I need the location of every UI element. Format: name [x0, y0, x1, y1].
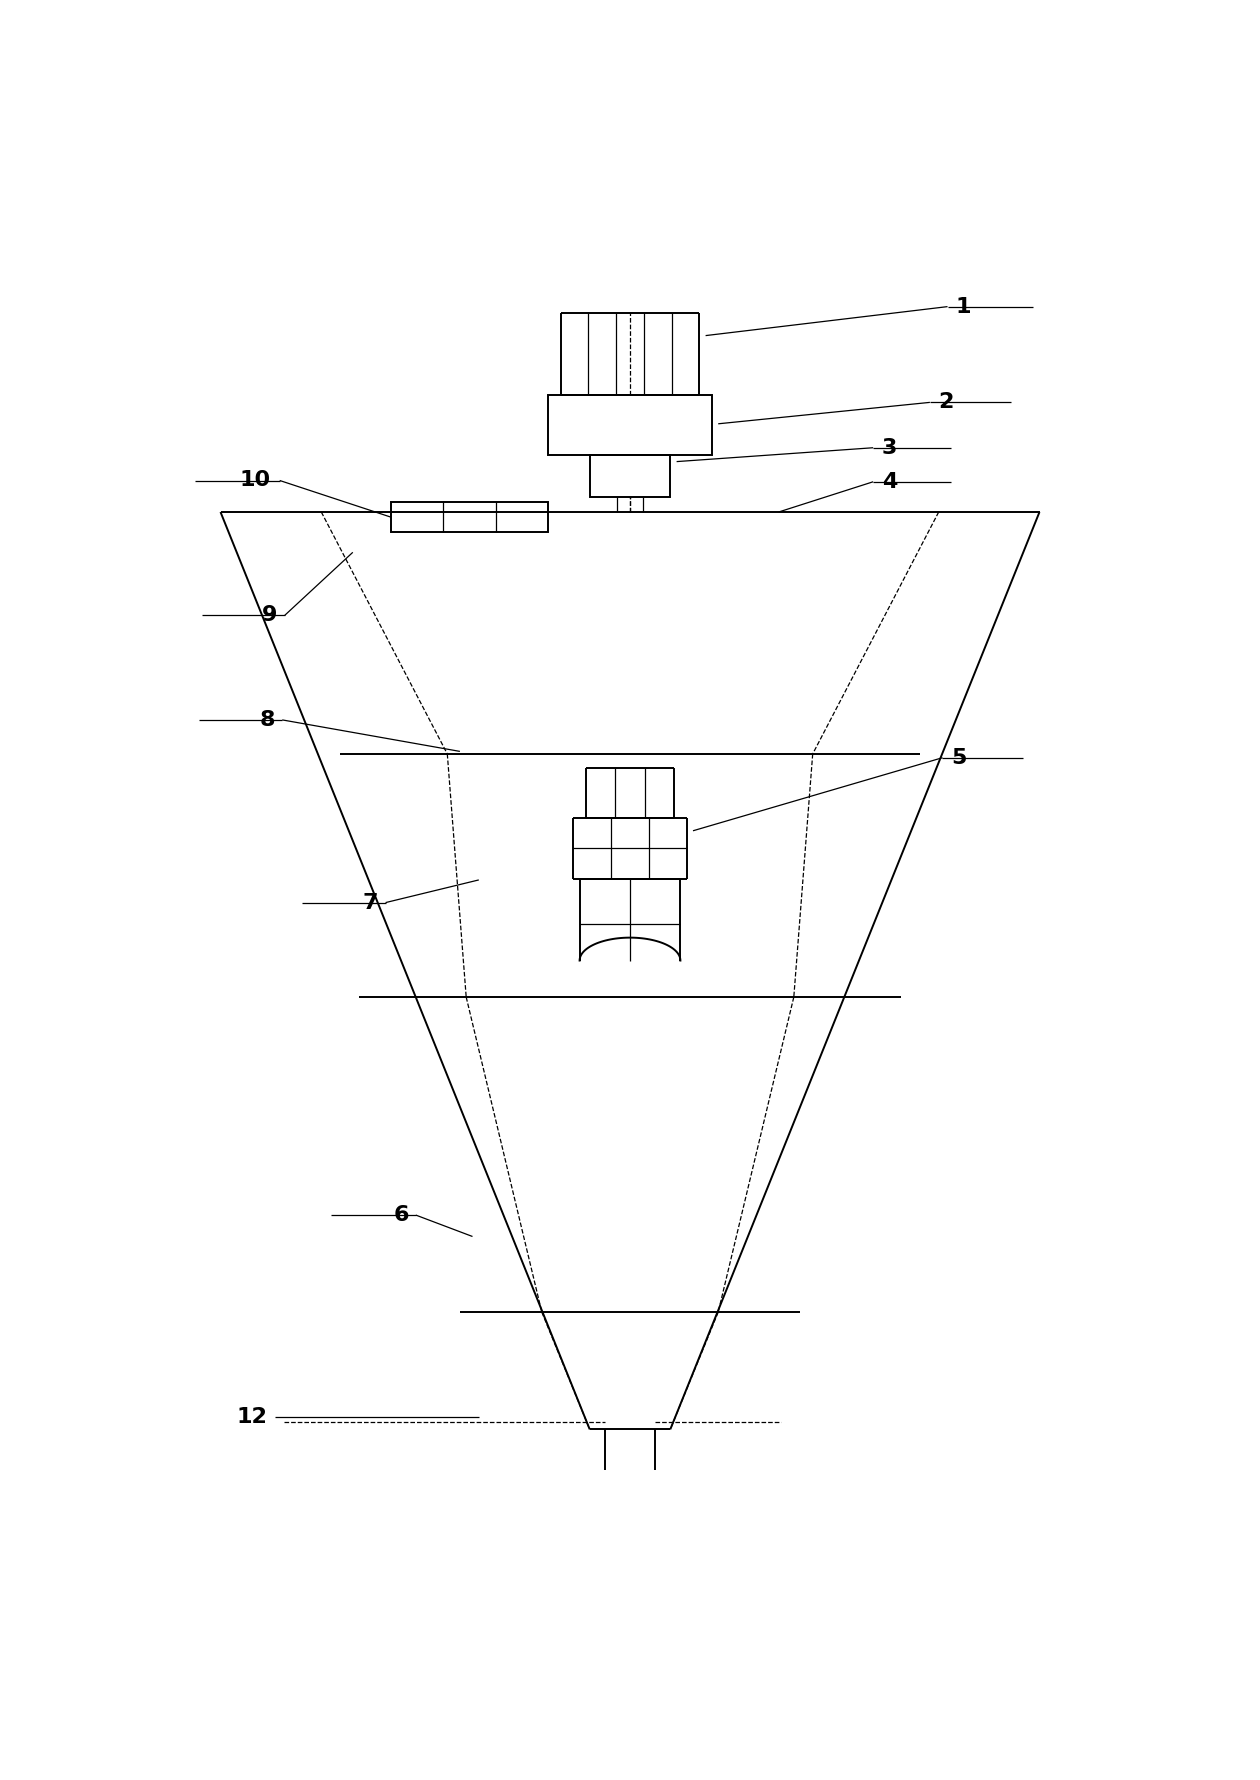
Bar — [548, 395, 712, 456]
Text: 4: 4 — [882, 472, 897, 491]
Text: 6: 6 — [394, 1205, 410, 1225]
Text: 10: 10 — [239, 470, 271, 491]
Text: 7: 7 — [363, 892, 378, 913]
Text: 5: 5 — [951, 748, 966, 767]
Text: 2: 2 — [939, 392, 954, 413]
Text: 12: 12 — [236, 1406, 267, 1428]
Text: 1: 1 — [955, 297, 970, 317]
Text: 8: 8 — [260, 710, 275, 730]
Text: 3: 3 — [882, 438, 897, 457]
Bar — [391, 502, 548, 532]
Bar — [590, 456, 670, 497]
Text: 9: 9 — [262, 605, 277, 625]
